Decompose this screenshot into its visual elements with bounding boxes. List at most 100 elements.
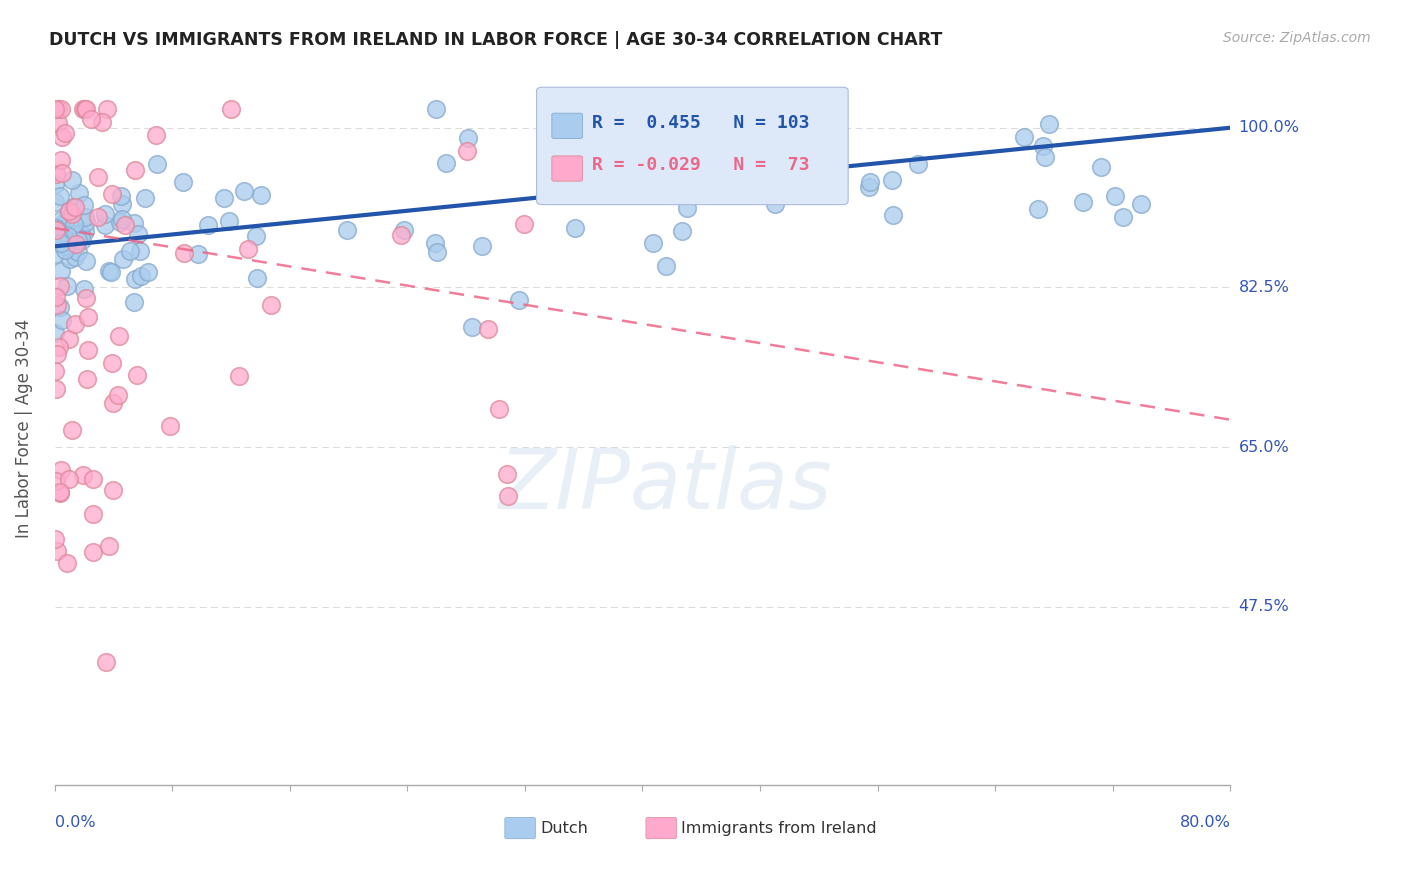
Text: 0.0%: 0.0%: [55, 815, 96, 830]
Point: [48, 279, 70, 293]
Point: [44, 326, 66, 341]
Point: [45, 544, 67, 558]
Point: [45, 290, 67, 304]
Point: [46, 297, 69, 311]
Point: [907, 157, 929, 171]
Point: [56, 556, 79, 570]
Point: [107, 328, 129, 343]
Text: Dutch: Dutch: [540, 821, 588, 836]
Point: [107, 388, 129, 402]
Point: [67, 233, 90, 247]
Text: 65.0%: 65.0%: [1239, 440, 1289, 455]
Point: [51, 313, 73, 327]
Point: [70, 227, 93, 241]
Point: [172, 175, 194, 189]
Point: [67, 244, 90, 259]
Point: [44, 364, 66, 378]
Point: [72, 103, 94, 117]
Point: [58, 472, 80, 486]
Point: [65, 237, 87, 252]
Point: [111, 252, 134, 266]
Point: [49, 235, 72, 250]
Point: [65, 200, 87, 214]
Point: [100, 265, 122, 279]
Point: [73, 198, 96, 212]
Point: [60, 207, 83, 221]
Point: [1071, 194, 1094, 209]
Point: [103, 483, 125, 498]
Point: [1033, 150, 1056, 164]
Point: [77, 343, 100, 357]
Point: [129, 244, 152, 258]
Point: [48, 116, 70, 130]
Point: [124, 294, 146, 309]
Point: [70, 233, 93, 247]
Point: [48, 188, 70, 202]
Point: [882, 208, 904, 222]
FancyBboxPatch shape: [553, 156, 582, 181]
Point: [45, 223, 67, 237]
Point: [53, 239, 76, 253]
Point: [714, 182, 737, 196]
Point: [44, 221, 66, 235]
Point: [218, 213, 240, 227]
Point: [129, 268, 152, 283]
Point: [49, 264, 72, 278]
Point: [136, 265, 159, 279]
Point: [75, 253, 97, 268]
FancyBboxPatch shape: [645, 817, 676, 838]
Point: [655, 259, 678, 273]
Point: [45, 167, 67, 181]
Point: [671, 224, 693, 238]
Point: [63, 251, 86, 265]
Text: Source: ZipAtlas.com: Source: ZipAtlas.com: [1223, 31, 1371, 45]
Point: [97, 539, 120, 553]
Point: [45, 222, 67, 236]
Point: [76, 310, 98, 324]
Point: [219, 103, 242, 117]
Text: R =  0.455   N = 103: R = 0.455 N = 103: [592, 114, 810, 132]
Text: ZIPatlas: ZIPatlas: [499, 445, 832, 526]
Point: [111, 212, 134, 227]
Point: [1032, 139, 1054, 153]
Point: [45, 382, 67, 396]
Point: [124, 163, 146, 178]
Point: [882, 173, 904, 187]
Point: [763, 196, 786, 211]
Point: [1112, 211, 1135, 225]
Point: [1129, 196, 1152, 211]
Point: [49, 486, 72, 500]
Text: R = -0.029   N =  73: R = -0.029 N = 73: [592, 156, 810, 175]
Point: [457, 131, 479, 145]
Point: [46, 103, 69, 117]
Point: [51, 166, 73, 180]
Point: [49, 103, 72, 117]
Point: [45, 235, 67, 249]
Point: [336, 222, 359, 236]
Point: [425, 103, 447, 117]
Point: [63, 318, 86, 332]
Point: [114, 219, 136, 233]
Point: [496, 467, 519, 481]
Point: [101, 356, 124, 370]
Point: [461, 319, 484, 334]
Point: [56, 228, 79, 243]
Text: 80.0%: 80.0%: [1180, 815, 1230, 830]
Point: [197, 218, 219, 232]
Point: [426, 245, 449, 260]
Point: [859, 176, 882, 190]
Point: [53, 126, 76, 140]
Point: [260, 298, 283, 312]
Point: [86, 170, 108, 185]
Point: [634, 132, 657, 146]
Point: [46, 229, 69, 244]
Point: [103, 395, 125, 409]
Point: [82, 545, 104, 559]
Point: [127, 227, 149, 241]
Point: [58, 332, 80, 346]
Point: [49, 300, 72, 314]
Point: [63, 219, 86, 233]
Point: [434, 156, 457, 170]
Point: [508, 293, 530, 307]
Point: [56, 211, 79, 226]
